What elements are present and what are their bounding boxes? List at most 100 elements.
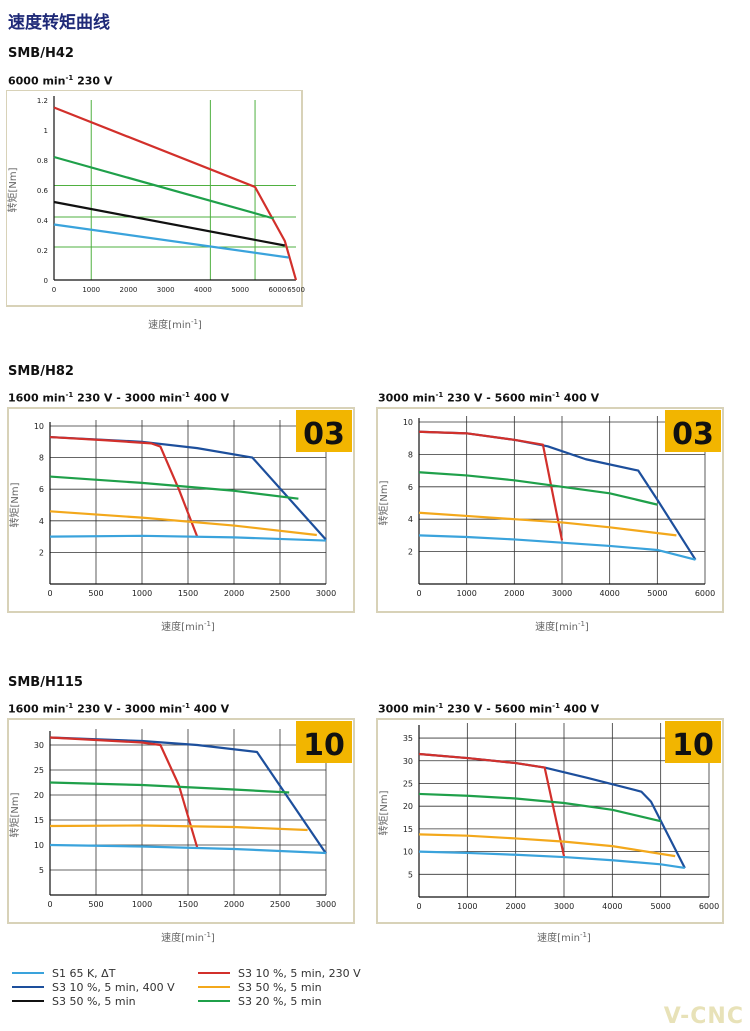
h115-right-condition: 3000 min-1 230 V - 5600 min-1 400 V: [378, 702, 599, 716]
size-badge: [665, 410, 721, 452]
y-tick-label: 25: [34, 766, 44, 775]
y-axis-label: 转矩[Nm]: [8, 482, 21, 527]
legend-col-right: S3 10 %, 5 min, 230 V S3 50 %, 5 min S3 …: [198, 966, 398, 1008]
x-tick-label: 2000: [504, 589, 524, 598]
y-tick-label: 10: [403, 848, 413, 857]
x-tick-label: 500: [88, 589, 103, 598]
x-tick-label: 1000: [132, 900, 152, 909]
x-tick-label: 4000: [599, 589, 619, 598]
x-tick-label: 4000: [602, 902, 622, 911]
x-tick-label: 5000: [647, 589, 667, 598]
h115l-s1: -1: [65, 702, 74, 710]
y-tick-label: 5: [39, 866, 44, 875]
y-tick-label: 20: [403, 802, 413, 811]
chart-h82-left: 0 500 1000 1500 2000 2500 3000 2 4 6 8 10 03 转矩[Nm] 速度…: [7, 407, 355, 632]
y-tick-label: 15: [34, 816, 44, 825]
x-tick-label: 1500: [178, 900, 198, 909]
x-tick-label: 3000: [316, 589, 336, 598]
y-axis-label: 转矩[Nm]: [8, 792, 21, 837]
size-badge-label: 10: [672, 728, 714, 763]
h82-left-condition: 1600 min-1 230 V - 3000 min-1 400 V: [8, 391, 229, 405]
y-tick-label: 0.2: [37, 247, 48, 255]
x-tick-label: 2500: [270, 900, 290, 909]
chart-h115-left: 0 500 1000 1500 2000 2500 3000 5 10 15 20 25 30 10 转矩[…: [7, 718, 355, 943]
x-tick-label: 0: [52, 286, 56, 294]
h115r-c3: 400 V: [559, 702, 600, 716]
series-line: [49, 510, 317, 537]
y-axis-label: 转矩[Nm]: [377, 790, 390, 835]
x-tick-label: 6000: [268, 286, 286, 294]
legend-label: S1 65 K, ΔT: [52, 966, 116, 980]
legend-item: S3 10 %, 5 min, 230 V: [198, 966, 398, 980]
h82-right-condition: 3000 min-1 230 V - 5600 min-1 400 V: [378, 391, 599, 405]
legend-label: S3 20 %, 5 min: [238, 994, 322, 1008]
legend-label: S3 10 %, 5 min, 400 V: [52, 980, 175, 994]
legend-label: S3 10 %, 5 min, 230 V: [238, 966, 361, 980]
series-line: [53, 106, 298, 281]
h82l-s2: -1: [182, 391, 190, 399]
y-tick-label: 6: [39, 485, 44, 494]
x-tick-label: 2500: [270, 589, 290, 598]
h42-cond-sup: -1: [65, 74, 74, 82]
page-title: 速度转矩曲线: [8, 13, 110, 33]
series-line: [418, 792, 661, 823]
y-tick-label: 10: [403, 418, 413, 427]
x-tick-label: 2000: [224, 900, 244, 909]
y-tick-label: 0.4: [37, 217, 49, 225]
h82l-c1: 1600 min: [8, 391, 66, 405]
series-line: [418, 833, 676, 858]
x-tick-label: 2000: [120, 286, 138, 294]
model-h42-title: SMB/H42: [8, 46, 74, 61]
h115r-c2: 230 V - 5600 min: [443, 702, 553, 716]
h82r-c2: 230 V - 5600 min: [443, 391, 553, 405]
y-axis-label: 转矩[Nm]: [377, 480, 390, 525]
y-tick-label: 4: [408, 515, 413, 524]
y-tick-label: 5: [408, 870, 413, 879]
series-line: [49, 475, 299, 500]
y-tick-label: 10: [34, 422, 44, 431]
legend-swatch: [12, 972, 44, 974]
h82r-s1: -1: [435, 391, 444, 399]
legend-swatch: [198, 972, 230, 974]
h115r-s1: -1: [435, 702, 444, 710]
y-tick-label: 25: [403, 779, 413, 788]
y-tick-label: 20: [34, 791, 44, 800]
h115-left-condition: 1600 min-1 230 V - 3000 min-1 400 V: [8, 702, 229, 716]
h82r-c3: 400 V: [559, 391, 600, 405]
size-badge: [665, 721, 721, 763]
series-line: [49, 534, 327, 542]
chart-frame: [6, 90, 303, 307]
legend-swatch: [198, 1000, 230, 1002]
legend-col-left: S1 65 K, ΔT S3 10 %, 5 min, 400 V S3 50 …: [12, 966, 192, 1008]
x-tick-label: 5000: [650, 902, 670, 911]
x-tick-label: 2000: [224, 589, 244, 598]
series-line: [53, 155, 274, 220]
size-badge: [296, 721, 352, 763]
h115r-s2: -1: [552, 702, 560, 710]
legend-swatch: [198, 986, 230, 988]
x-tick-label: 3000: [552, 589, 572, 598]
h82l-c3: 400 V: [189, 391, 230, 405]
size-badge-label: 10: [303, 728, 345, 763]
x-axis-label: 速度[min-1]: [537, 931, 591, 943]
x-tick-label: 3000: [554, 902, 574, 911]
h82r-s2: -1: [552, 391, 560, 399]
h42-cond-b: 230 V: [73, 74, 113, 88]
x-axis-label: 速度[min-1]: [148, 318, 202, 330]
x-tick-label: 1000: [82, 286, 100, 294]
y-tick-label: 0.6: [37, 187, 49, 195]
h115l-s2: -1: [182, 702, 190, 710]
series-line: [53, 200, 286, 247]
series-line: [418, 471, 658, 506]
x-tick-label: 0: [47, 589, 52, 598]
x-tick-label: 1500: [178, 589, 198, 598]
y-tick-label: 10: [34, 841, 44, 850]
x-tick-label: 0: [47, 900, 52, 909]
series-line: [418, 511, 677, 537]
h42-condition: 6000 min-1 230 V: [8, 74, 112, 88]
series-line: [49, 435, 199, 537]
x-tick-label: 3000: [157, 286, 175, 294]
x-tick-label: 3000: [316, 900, 336, 909]
x-axis-label: 速度[min-1]: [161, 931, 215, 943]
h115l-c2: 230 V - 3000 min: [73, 702, 183, 716]
